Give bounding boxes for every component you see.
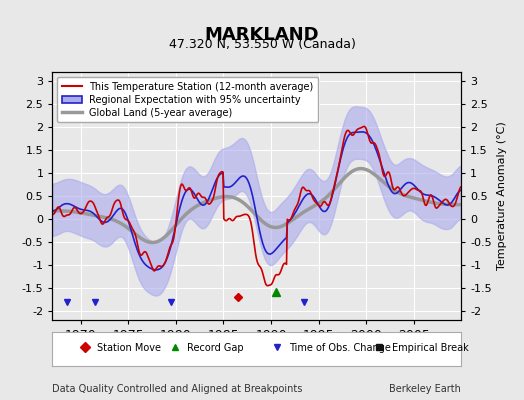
- Text: Berkeley Earth: Berkeley Earth: [389, 384, 461, 394]
- Text: 47.320 N, 53.550 W (Canada): 47.320 N, 53.550 W (Canada): [169, 38, 355, 51]
- Text: Time of Obs. Change: Time of Obs. Change: [289, 343, 391, 353]
- Y-axis label: Temperature Anomaly (°C): Temperature Anomaly (°C): [497, 122, 507, 270]
- Text: Station Move: Station Move: [97, 343, 161, 353]
- Legend: This Temperature Station (12-month average), Regional Expectation with 95% uncer: This Temperature Station (12-month avera…: [57, 77, 319, 122]
- Text: Data Quality Controlled and Aligned at Breakpoints: Data Quality Controlled and Aligned at B…: [52, 384, 303, 394]
- Text: Empirical Break: Empirical Break: [391, 343, 468, 353]
- Text: MARKLAND: MARKLAND: [205, 26, 319, 44]
- Text: Record Gap: Record Gap: [187, 343, 244, 353]
